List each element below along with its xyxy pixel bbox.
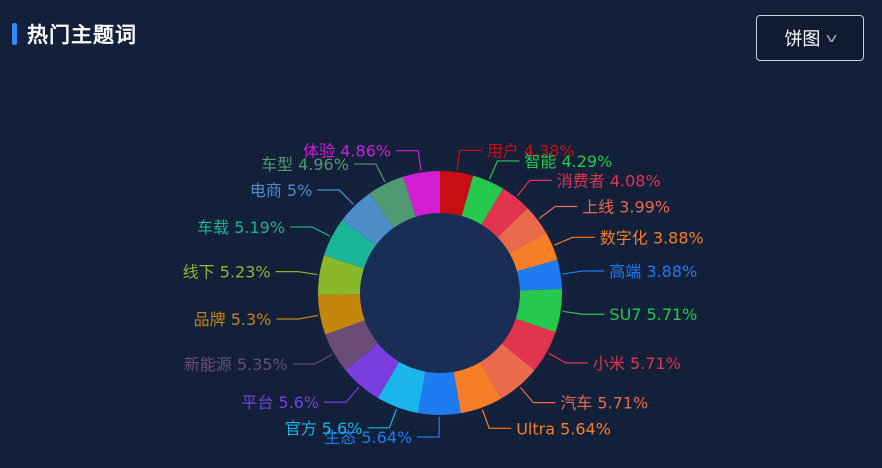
slice-6[interactable] — [516, 259, 562, 291]
slice-label-10: Ultra 5.64% — [516, 419, 611, 438]
slice-7[interactable] — [515, 289, 562, 333]
slice-12[interactable] — [377, 361, 426, 413]
slice-label-1: 用户 4.38% — [487, 141, 575, 160]
leader-line-18 — [317, 189, 354, 205]
slice-label-19: 车型 4.96% — [261, 155, 349, 174]
leader-line-5 — [554, 236, 595, 246]
slice-14[interactable] — [325, 320, 379, 371]
slice-9[interactable] — [480, 343, 535, 399]
slice-label-8: 小米 5.71% — [593, 354, 681, 373]
leader-line-17 — [290, 226, 331, 237]
leader-line-11 — [417, 416, 440, 438]
leader-line-20 — [396, 150, 422, 171]
slice-label-4: 上线 3.99% — [582, 198, 670, 217]
slice-10[interactable] — [453, 362, 502, 414]
chevron-down-icon: v — [826, 31, 838, 45]
slice-2[interactable] — [461, 175, 504, 225]
slice-label-5: 数字化 3.88% — [600, 228, 704, 247]
slice-11[interactable] — [417, 371, 461, 415]
slice-label-12: 官方 5.6% — [285, 419, 363, 438]
slice-label-2: 智能 4.29% — [524, 152, 612, 171]
leader-line-13 — [324, 386, 360, 403]
slice-label-7: SU7 5.71% — [609, 305, 697, 324]
leader-line-7 — [562, 310, 605, 315]
chart-title: 热门主题词 — [27, 23, 137, 47]
leader-line-6 — [562, 270, 605, 275]
slice-label-6: 高端 3.88% — [609, 262, 697, 281]
leader-line-2 — [488, 160, 520, 180]
slice-label-14: 新能源 5.35% — [184, 355, 288, 374]
slice-15[interactable] — [318, 294, 365, 335]
leader-line-3 — [516, 179, 552, 197]
slice-label-13: 平台 5.6% — [241, 393, 319, 412]
slice-3[interactable] — [481, 188, 528, 238]
slice-20[interactable] — [403, 171, 440, 217]
slice-4[interactable] — [497, 208, 546, 254]
slice-label-17: 车载 5.19% — [197, 218, 285, 237]
slice-18[interactable] — [342, 193, 394, 246]
slice-16[interactable] — [318, 255, 364, 295]
chart-type-dropdown[interactable]: 饼图 v — [756, 15, 864, 61]
slice-label-3: 消费者 4.08% — [557, 171, 661, 190]
leader-line-10 — [481, 409, 512, 429]
slice-1[interactable] — [440, 171, 474, 217]
leader-line-4 — [538, 205, 578, 219]
slice-label-20: 体验 4.86% — [303, 142, 391, 161]
chart-type-selected: 饼图 — [784, 29, 821, 50]
slice-label-9: 汽车 5.71% — [560, 394, 648, 413]
leader-line-8 — [548, 352, 588, 364]
slice-label-15: 品牌 5.3% — [194, 310, 272, 329]
leader-line-9 — [519, 387, 556, 404]
leader-line-14 — [292, 353, 333, 365]
title-accent-bar — [12, 23, 17, 45]
leader-line-15 — [276, 314, 319, 320]
leader-line-19 — [353, 163, 386, 183]
title-bar: 热门主题词 — [12, 22, 137, 47]
slice-17[interactable] — [323, 220, 376, 269]
leader-line-12 — [367, 408, 398, 429]
leader-line-1 — [456, 149, 482, 171]
slice-label-11: 生态 5.64% — [324, 428, 412, 447]
slice-label-16: 线下 5.23% — [183, 263, 271, 282]
slice-19[interactable] — [369, 176, 416, 228]
leader-line-16 — [275, 270, 318, 276]
slice-8[interactable] — [501, 318, 556, 371]
slice-13[interactable] — [345, 343, 400, 398]
slice-label-18: 电商 5% — [250, 181, 312, 200]
slice-5[interactable] — [509, 232, 558, 272]
